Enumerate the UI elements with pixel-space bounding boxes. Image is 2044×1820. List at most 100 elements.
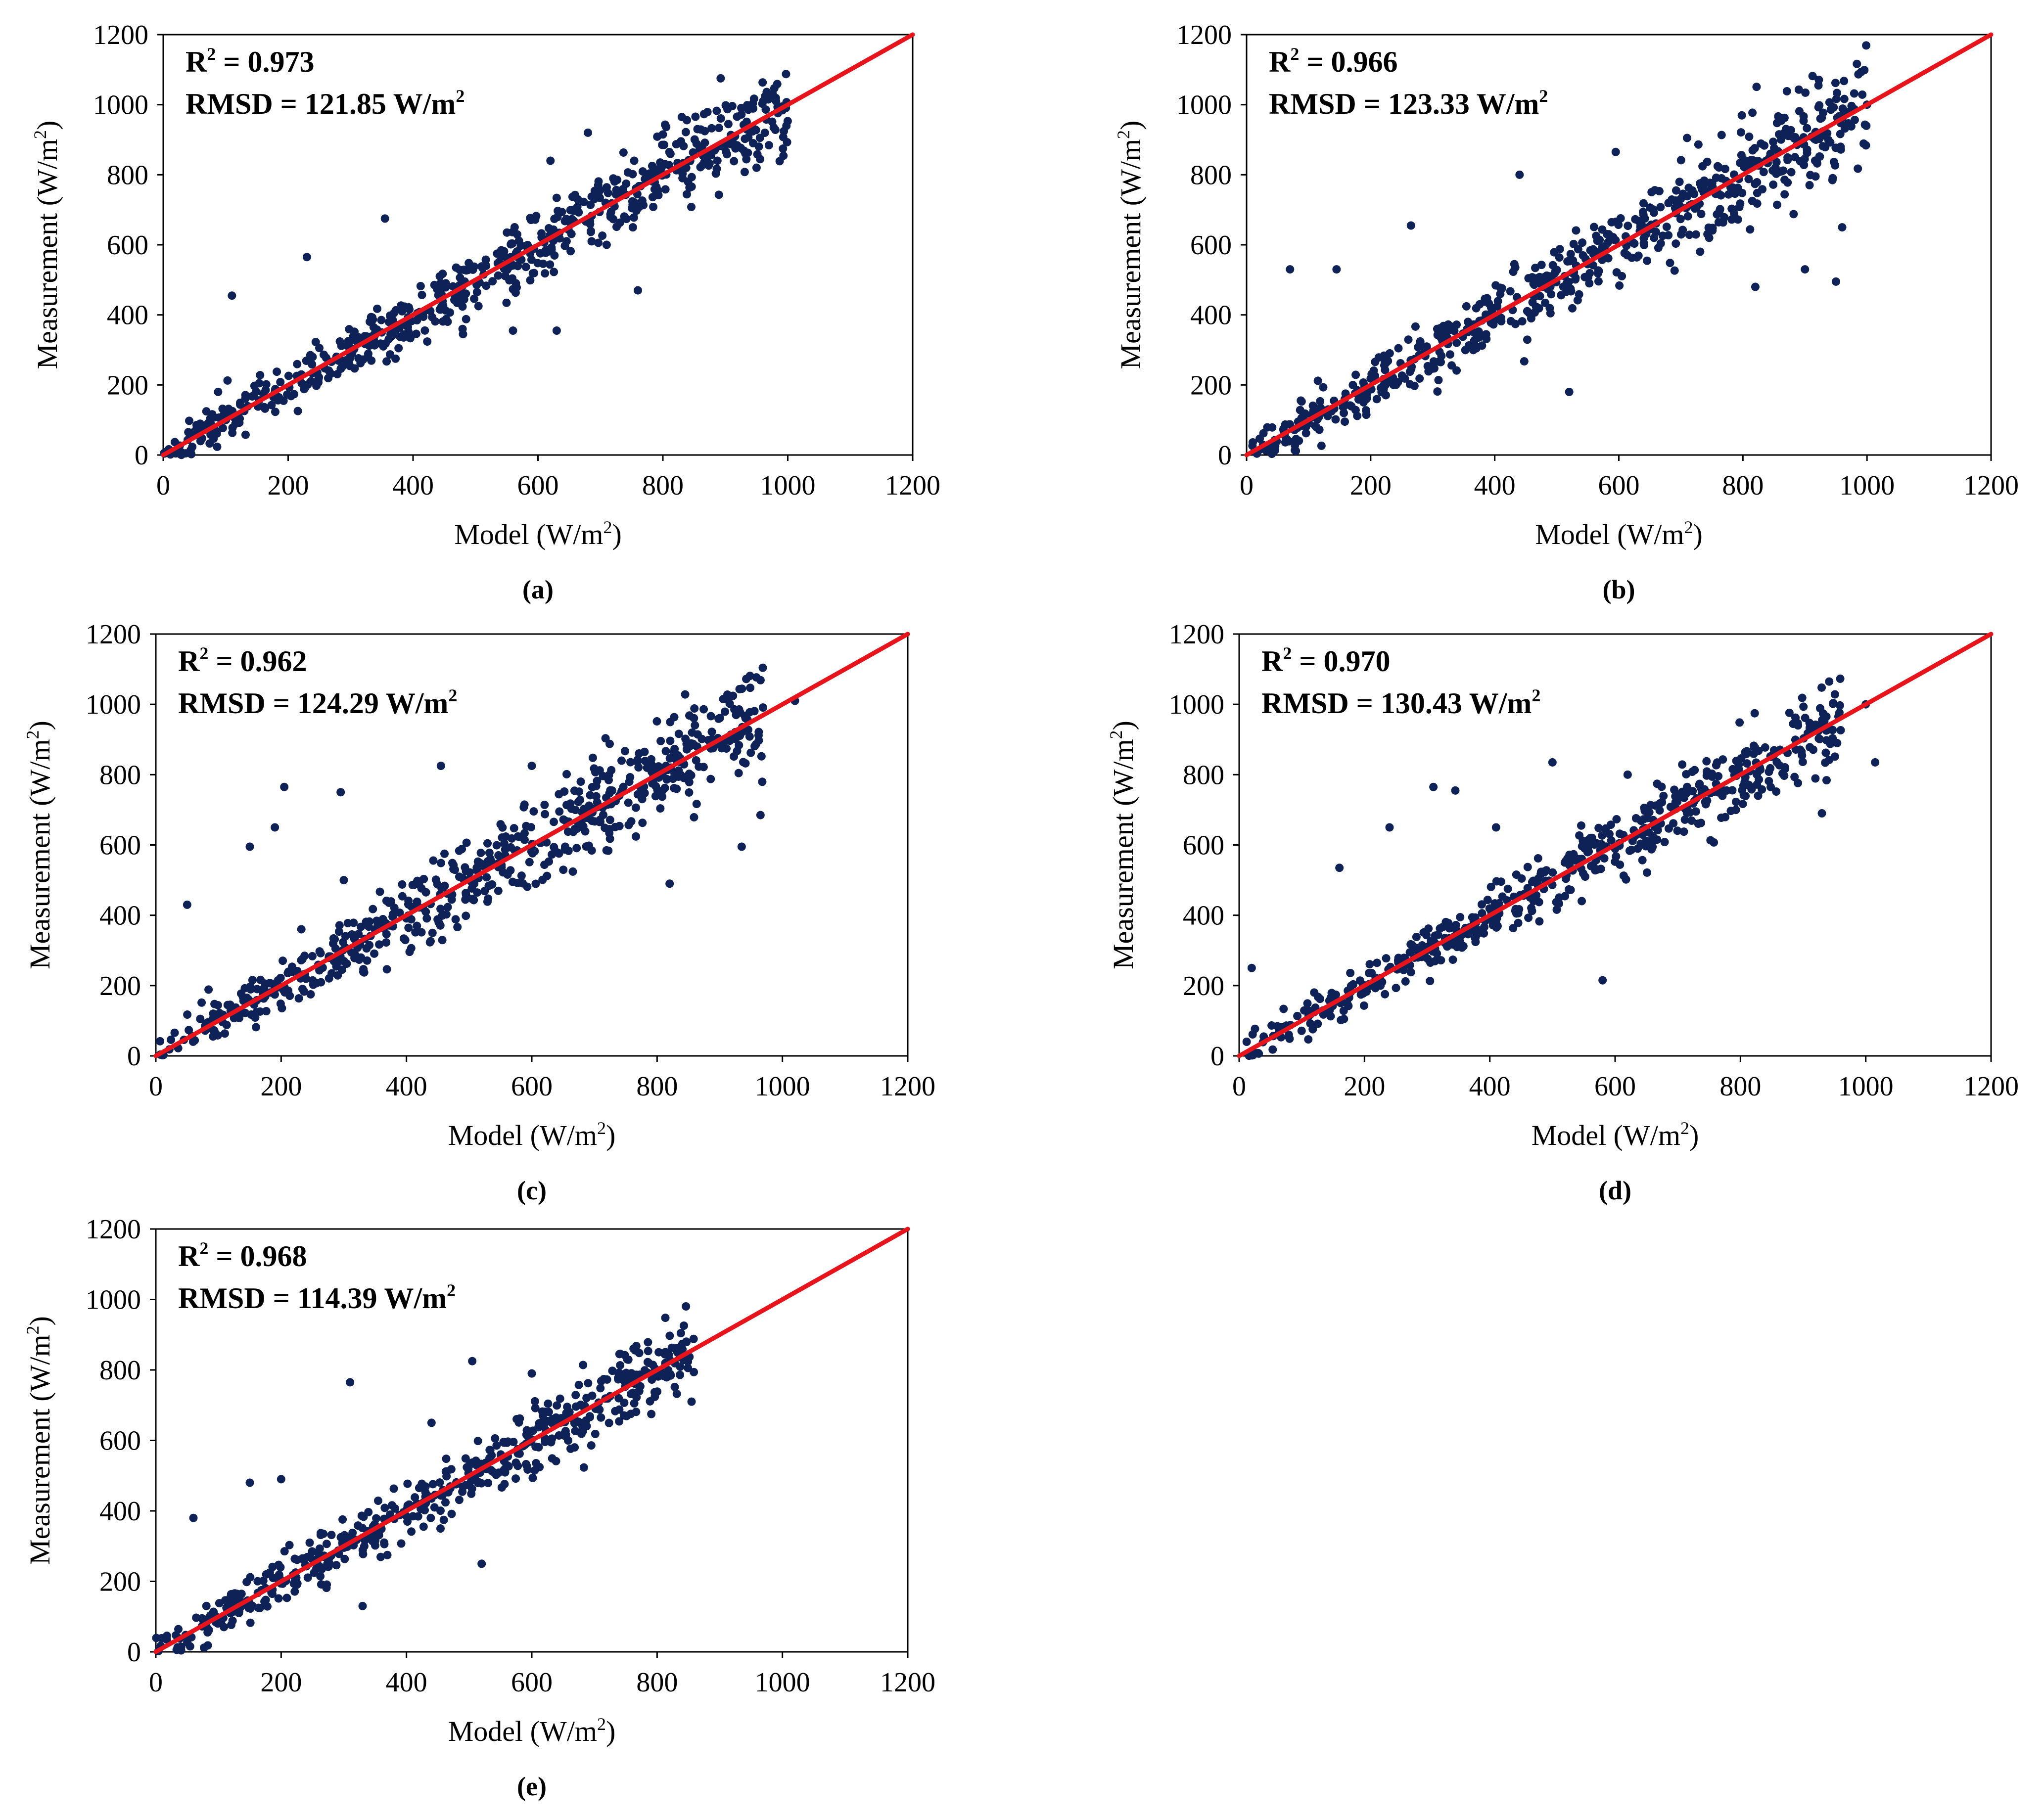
data-point xyxy=(478,860,487,869)
data-point xyxy=(462,315,470,323)
data-point xyxy=(1871,758,1880,767)
data-point xyxy=(1514,918,1523,927)
data-point xyxy=(405,305,414,314)
data-point xyxy=(1739,791,1748,800)
data-point xyxy=(685,788,694,797)
panel-label: (c) xyxy=(517,1176,547,1205)
data-point xyxy=(1799,116,1808,125)
data-point xyxy=(1712,761,1720,770)
data-point xyxy=(1708,179,1717,188)
data-point xyxy=(492,841,501,850)
data-point xyxy=(491,1434,500,1443)
data-point xyxy=(335,921,344,930)
data-point xyxy=(455,846,464,855)
data-point xyxy=(779,133,788,141)
data-point xyxy=(1471,934,1480,943)
data-point xyxy=(1509,924,1518,933)
data-point xyxy=(579,1463,588,1472)
rmsd-label: RMSD = 123.33 W/m2 xyxy=(1269,86,1548,120)
data-point xyxy=(1381,359,1390,367)
data-point xyxy=(1452,366,1461,375)
data-point xyxy=(436,905,445,913)
data-point xyxy=(691,721,699,730)
data-point xyxy=(1546,309,1555,318)
data-point xyxy=(202,407,211,416)
y-axis-title-text: Measurement (W/m xyxy=(24,1334,56,1564)
y-tick-label: 600 xyxy=(1183,830,1224,861)
data-point xyxy=(1611,147,1620,156)
data-point xyxy=(500,247,509,256)
data-point xyxy=(210,1000,219,1008)
data-point xyxy=(1840,94,1849,103)
data-point xyxy=(566,1444,575,1453)
data-point xyxy=(527,847,536,856)
data-point xyxy=(770,84,779,93)
data-point xyxy=(1482,330,1490,339)
data-point xyxy=(1744,175,1753,183)
data-point xyxy=(312,1564,321,1573)
y-axis-title: Measurement (W/m2) xyxy=(1106,721,1139,969)
data-point xyxy=(1728,188,1737,197)
data-point xyxy=(1799,702,1808,711)
data-point xyxy=(730,157,739,166)
data-point xyxy=(1714,772,1723,780)
data-point xyxy=(414,1512,422,1521)
data-point xyxy=(235,1594,244,1603)
data-point xyxy=(197,1614,206,1623)
data-point xyxy=(535,1419,544,1428)
data-point xyxy=(745,732,754,741)
data-point xyxy=(498,833,507,842)
data-point xyxy=(197,998,206,1007)
data-point xyxy=(1365,960,1374,969)
data-point xyxy=(1574,245,1582,254)
data-point xyxy=(716,114,725,123)
data-point xyxy=(672,1389,681,1398)
data-point xyxy=(695,762,703,771)
x-axis-title-exponent: 2 xyxy=(597,1714,606,1734)
rmsd-text: RMSD = 124.29 W/m xyxy=(178,687,448,720)
data-point xyxy=(1653,835,1662,844)
data-point xyxy=(474,302,483,311)
data-point xyxy=(670,1382,679,1391)
data-point xyxy=(692,800,701,809)
data-point xyxy=(502,298,511,307)
data-point xyxy=(1850,115,1859,124)
data-point xyxy=(1761,743,1769,752)
x-axis-title-text: Model (W/m xyxy=(448,1715,597,1747)
data-point xyxy=(1359,378,1368,387)
data-point xyxy=(1636,839,1645,848)
data-point xyxy=(613,176,622,184)
data-point xyxy=(1760,141,1769,150)
data-point xyxy=(399,934,408,943)
y-tick-label: 0 xyxy=(1218,440,1232,471)
data-point xyxy=(734,769,743,777)
data-point xyxy=(368,1537,377,1546)
data-point xyxy=(1530,308,1539,317)
data-point xyxy=(324,1562,332,1571)
data-point xyxy=(1862,121,1871,130)
data-point xyxy=(1592,231,1601,240)
data-point xyxy=(1736,199,1745,208)
panel-label: (e) xyxy=(517,1772,547,1801)
data-point xyxy=(428,928,437,937)
data-point xyxy=(1594,823,1603,832)
data-point xyxy=(1456,912,1465,921)
r-squared-value: = 0.966 xyxy=(1299,46,1397,78)
data-point xyxy=(203,1641,212,1650)
data-point xyxy=(1754,746,1763,755)
data-point xyxy=(520,829,529,838)
data-point xyxy=(1340,409,1348,417)
data-point xyxy=(460,266,468,274)
data-point xyxy=(1702,767,1711,776)
data-point xyxy=(375,940,384,949)
data-point xyxy=(439,301,448,310)
data-point xyxy=(222,1021,231,1030)
x-axis-title: Model (W/m2) xyxy=(448,1118,616,1151)
data-point xyxy=(1738,800,1747,809)
data-point xyxy=(418,290,426,299)
data-point xyxy=(553,848,562,857)
data-point xyxy=(209,1607,218,1616)
data-point xyxy=(1414,343,1423,352)
x-axis-title-exponent: 2 xyxy=(1684,517,1693,537)
data-point xyxy=(411,928,420,937)
